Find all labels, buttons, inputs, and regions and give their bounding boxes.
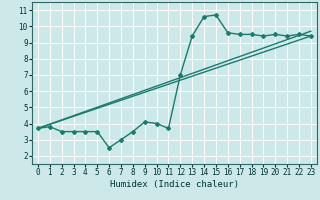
X-axis label: Humidex (Indice chaleur): Humidex (Indice chaleur) xyxy=(110,180,239,189)
